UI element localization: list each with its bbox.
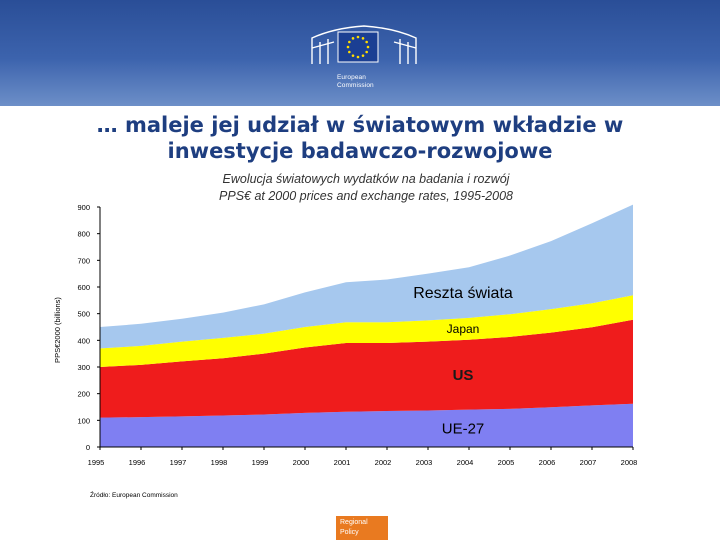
series-label: US bbox=[453, 367, 474, 384]
series-label: UE-27 bbox=[442, 421, 485, 438]
eu-stars-icon bbox=[346, 35, 370, 59]
y-tick-label: 600 bbox=[77, 283, 90, 292]
slide-title: … maleje jej udział w światowym wkładzie… bbox=[96, 113, 624, 163]
x-tick-label: 2000 bbox=[293, 458, 310, 467]
area-series-reszta-wiata bbox=[100, 204, 633, 349]
chart-title: Ewolucja światowych wydatków na badania … bbox=[223, 172, 511, 186]
eu-star-icon bbox=[361, 54, 365, 57]
y-tick-label: 0 bbox=[86, 443, 90, 452]
source-note: Źródło: European Commission bbox=[90, 490, 178, 499]
y-tick-label: 400 bbox=[77, 336, 90, 345]
eu-star-icon bbox=[351, 37, 355, 40]
y-tick-label: 500 bbox=[77, 310, 90, 319]
x-tick-label: 1999 bbox=[252, 458, 269, 467]
series-label: Japan bbox=[447, 322, 480, 336]
series-labels-group: UE-27 US Japan Reszta świata bbox=[413, 285, 513, 437]
y-tick-label: 200 bbox=[77, 390, 90, 399]
area-series-japan bbox=[100, 295, 633, 367]
european-commission-logo bbox=[311, 25, 417, 64]
org-name: European Commission bbox=[337, 74, 374, 90]
org-line2: Commission bbox=[337, 82, 374, 89]
y-tick-label: 800 bbox=[77, 230, 90, 239]
x-tick-label: 2008 bbox=[621, 458, 638, 467]
eu-star-icon bbox=[356, 55, 360, 59]
area-series-group bbox=[100, 204, 633, 447]
eu-star-icon bbox=[346, 45, 350, 49]
x-tick-label: 1997 bbox=[170, 458, 187, 467]
x-tick-label: 1996 bbox=[129, 458, 146, 467]
y-tick-label: 900 bbox=[77, 203, 90, 212]
y-tick-label: 300 bbox=[77, 363, 90, 372]
eu-star-icon bbox=[356, 35, 360, 39]
axes-group: 0 100 200 300 400 500 600 700 800 900 1995 1996 1997… bbox=[77, 203, 637, 467]
eu-star-icon bbox=[348, 40, 351, 44]
y-tick-label: 100 bbox=[77, 416, 90, 425]
x-tick-label: 2002 bbox=[375, 458, 392, 467]
x-tick-label: 1995 bbox=[88, 458, 105, 467]
y-tick-label: 700 bbox=[77, 256, 90, 265]
x-tick-label: 1998 bbox=[211, 458, 228, 467]
series-label: Reszta świata bbox=[413, 285, 513, 302]
y-axis-label: PPS€2000 (billions) bbox=[53, 297, 62, 363]
x-tick-label: 2006 bbox=[539, 458, 556, 467]
eu-star-icon bbox=[365, 50, 368, 54]
x-tick-label: 2007 bbox=[580, 458, 597, 467]
eu-star-icon bbox=[361, 37, 365, 40]
regional-policy-badge: Regional Policy bbox=[336, 516, 388, 540]
eu-star-icon bbox=[351, 54, 355, 57]
logo-building-icon bbox=[311, 25, 417, 64]
header-divider bbox=[0, 106, 720, 112]
x-tick-label: 2001 bbox=[334, 458, 351, 467]
x-tick-label: 2004 bbox=[457, 458, 474, 467]
eu-star-icon bbox=[348, 50, 351, 54]
x-tick-label: 2005 bbox=[498, 458, 515, 467]
eu-star-icon bbox=[366, 45, 370, 49]
area-series-us bbox=[100, 319, 633, 418]
org-line1: European bbox=[337, 74, 366, 81]
eu-star-icon bbox=[365, 40, 368, 44]
chart-subtitle: PPS€ at 2000 prices and exchange rates, … bbox=[219, 189, 513, 203]
area-series-ue-27 bbox=[100, 403, 633, 447]
x-tick-label: 2003 bbox=[416, 458, 433, 467]
